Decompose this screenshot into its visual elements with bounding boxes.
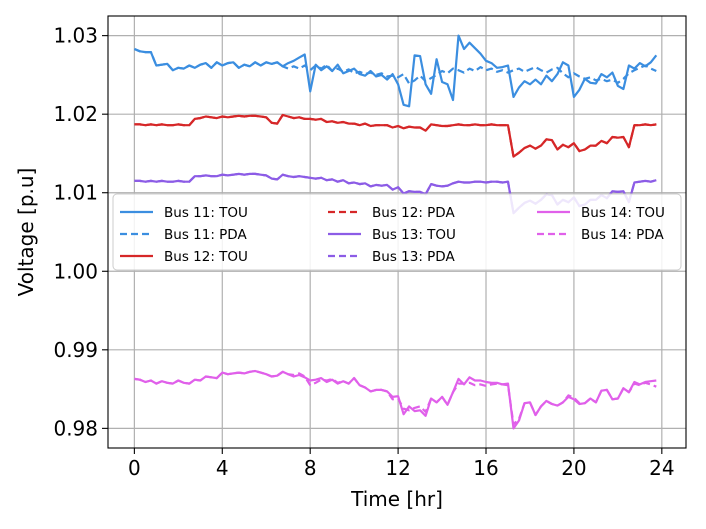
legend-label: Bus 12: TOU: [164, 249, 248, 265]
y-tick-label: 1.00: [53, 259, 98, 283]
series-line-bus-12-pda: [134, 113, 657, 158]
legend-label: Bus 12: PDA: [372, 205, 455, 221]
series-line-bus-14-pda: [134, 369, 657, 426]
legend-label: Bus 11: TOU: [164, 205, 248, 221]
x-tick-label: 24: [649, 456, 674, 480]
y-tick-label: 1.01: [53, 181, 98, 205]
legend-label: Bus 13: PDA: [372, 249, 455, 265]
legend-label: Bus 14: TOU: [581, 205, 665, 221]
series-line-bus-11-pda: [133, 47, 657, 85]
x-tick-label: 4: [216, 456, 229, 480]
y-tick-label: 0.99: [53, 338, 98, 362]
legend-label: Bus 13: TOU: [372, 227, 456, 243]
axis-ticks: 0 4 8 12 16 20 24 0.98 0.99 1.00 1.01 1.02 1.03: [53, 24, 674, 480]
legend-label: Bus 11: PDA: [164, 227, 247, 243]
legend-label: Bus 14: PDA: [581, 227, 664, 243]
y-axis-title: Voltage [p.u]: [14, 168, 38, 297]
plot-frame: [107, 15, 687, 449]
y-tick-label: 1.03: [53, 24, 98, 48]
y-tick-label: 1.02: [53, 102, 98, 126]
series-line-bus-11-tou: [133, 34, 658, 108]
x-axis-title: Time [hr]: [350, 487, 443, 511]
y-tick-label: 0.98: [53, 416, 98, 440]
x-tick-label: 12: [385, 456, 410, 480]
x-tick-label: 20: [561, 456, 586, 480]
legend: Bus 11: TOU Bus 11: PDA Bus 12: TOU Bus 12:…: [112, 193, 682, 271]
x-tick-label: 8: [304, 456, 317, 480]
x-tick-label: 16: [473, 456, 498, 480]
series-line-bus-14-tou: [134, 369, 657, 430]
x-tick-label: 0: [128, 456, 141, 480]
